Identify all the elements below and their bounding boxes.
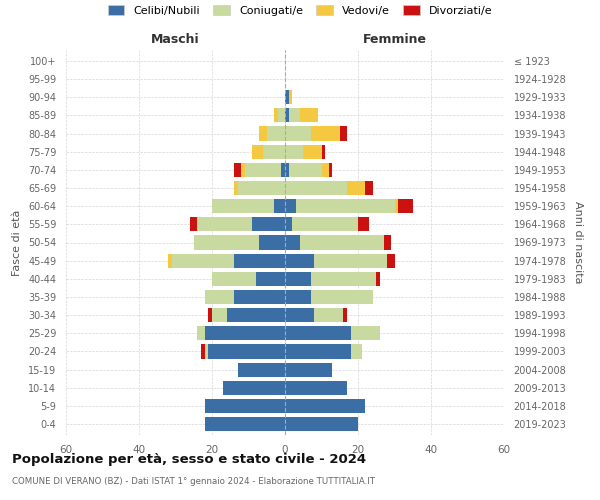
Bar (168, 254, 172, 268)
Bar (285, 90, 289, 104)
Bar (350, 326, 380, 340)
Bar (329, 163, 332, 177)
Bar (285, 272, 311, 286)
Text: Femmine: Femmine (362, 34, 427, 46)
Bar (303, 144, 322, 159)
Bar (383, 236, 391, 250)
Bar (238, 362, 285, 376)
Bar (197, 218, 252, 232)
Bar (350, 344, 362, 358)
Bar (172, 254, 234, 268)
Bar (285, 144, 303, 159)
Bar (285, 380, 347, 395)
Bar (314, 308, 343, 322)
Bar (281, 163, 285, 177)
Bar (201, 344, 205, 358)
Bar (223, 380, 285, 395)
Bar (292, 218, 358, 232)
Bar (285, 199, 296, 214)
Bar (274, 108, 278, 122)
Bar (358, 218, 369, 232)
Bar (208, 308, 212, 322)
Bar (205, 344, 208, 358)
Bar (296, 199, 395, 214)
Bar (238, 181, 285, 195)
Text: Popolazione per età, sesso e stato civile - 2024: Popolazione per età, sesso e stato civil… (12, 452, 366, 466)
Bar (274, 199, 285, 214)
Bar (259, 236, 285, 250)
Bar (299, 236, 383, 250)
Bar (234, 254, 285, 268)
Bar (285, 308, 314, 322)
Bar (278, 108, 285, 122)
Bar (212, 308, 227, 322)
Bar (256, 272, 285, 286)
Y-axis label: Fasce di età: Fasce di età (13, 210, 22, 276)
Bar (311, 126, 340, 140)
Bar (285, 417, 358, 431)
Bar (190, 218, 197, 232)
Bar (347, 181, 365, 195)
Bar (234, 163, 241, 177)
Legend: Celibi/Nubili, Coniugati/e, Vedovi/e, Divorziati/e: Celibi/Nubili, Coniugati/e, Vedovi/e, Di… (103, 0, 497, 20)
Bar (227, 308, 285, 322)
Bar (245, 163, 281, 177)
Bar (387, 254, 395, 268)
Bar (252, 218, 285, 232)
Text: Maschi: Maschi (151, 34, 200, 46)
Bar (285, 326, 350, 340)
Bar (205, 290, 234, 304)
Bar (285, 399, 365, 413)
Bar (241, 163, 245, 177)
Bar (208, 344, 285, 358)
Bar (205, 417, 285, 431)
Bar (263, 144, 285, 159)
Bar (289, 163, 322, 177)
Bar (376, 272, 380, 286)
Bar (395, 199, 398, 214)
Bar (285, 126, 311, 140)
Bar (322, 163, 329, 177)
Bar (205, 399, 285, 413)
Bar (285, 362, 332, 376)
Bar (285, 218, 292, 232)
Bar (234, 181, 238, 195)
Bar (212, 272, 256, 286)
Bar (259, 126, 267, 140)
Bar (311, 272, 376, 286)
Bar (322, 144, 325, 159)
Bar (314, 254, 387, 268)
Bar (267, 126, 285, 140)
Bar (285, 108, 289, 122)
Bar (289, 108, 299, 122)
Bar (289, 90, 292, 104)
Bar (212, 199, 274, 214)
Bar (299, 108, 318, 122)
Bar (285, 344, 350, 358)
Bar (205, 326, 285, 340)
Bar (343, 308, 347, 322)
Bar (285, 163, 289, 177)
Bar (285, 236, 299, 250)
Bar (285, 290, 311, 304)
Bar (365, 181, 373, 195)
Bar (194, 236, 259, 250)
Text: COMUNE DI VERANO (BZ) - Dati ISTAT 1° gennaio 2024 - Elaborazione TUTTITALIA.IT: COMUNE DI VERANO (BZ) - Dati ISTAT 1° ge… (12, 478, 375, 486)
Bar (311, 290, 373, 304)
Bar (285, 254, 314, 268)
Bar (398, 199, 413, 214)
Bar (340, 126, 347, 140)
Bar (197, 326, 205, 340)
Bar (234, 290, 285, 304)
Y-axis label: Anni di nascita: Anni di nascita (573, 201, 583, 284)
Bar (252, 144, 263, 159)
Bar (285, 181, 347, 195)
